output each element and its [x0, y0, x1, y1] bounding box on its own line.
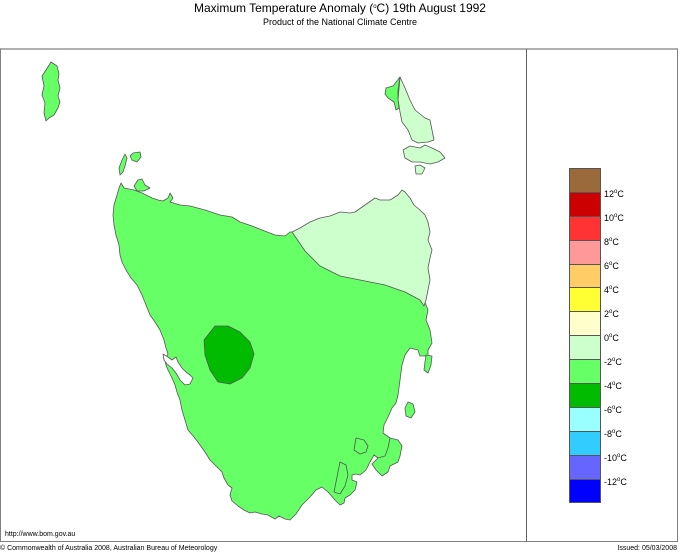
legend-label: -4oC: [604, 381, 622, 391]
color-legend: [569, 168, 601, 504]
legend-label: 2oC: [604, 309, 619, 319]
legend-label: -2oC: [604, 357, 622, 367]
three-hummock-island: [129, 151, 142, 163]
clarke-island: [414, 164, 426, 175]
legend-swatch: [569, 239, 601, 264]
legend-swatch: [569, 335, 601, 360]
legend-label: 12oC: [604, 189, 624, 199]
maria-island: [404, 401, 416, 419]
title-text: Maximum Temperature Anomaly (: [194, 1, 374, 15]
king-island: [41, 61, 61, 122]
flinders-island: [397, 76, 435, 144]
legend-label: 4oC: [604, 285, 619, 295]
legend-label: -6oC: [604, 405, 622, 415]
macquarie-harbour: [162, 353, 194, 386]
map-frame: [0, 48, 678, 542]
bruny-island: [333, 461, 349, 495]
hunter-island: [118, 153, 128, 176]
legend-swatch: [569, 383, 601, 407]
tasman-peninsula: [371, 437, 403, 477]
map-subtitle: Product of the National Climate Centre: [262, 17, 418, 27]
issued-date: Issued: 05/03/2008: [617, 545, 677, 552]
legend-label: 0oC: [604, 333, 619, 343]
legend-swatch: [569, 215, 601, 240]
legend-label: 6oC: [604, 261, 619, 271]
central-west-cold-zone: [203, 325, 255, 385]
legend-label: 8oC: [604, 237, 619, 247]
bom-url-link[interactable]: http://www.bom.gov.au: [5, 531, 76, 538]
cape-barren-island: [402, 144, 446, 165]
legend-swatch: [569, 191, 601, 216]
legend-swatch: [569, 454, 601, 479]
legend-label: 10oC: [604, 213, 624, 223]
legend-label: -12oC: [604, 477, 627, 487]
legend-swatch: [569, 406, 601, 431]
legend-swatch: [569, 168, 601, 192]
robbins-island: [133, 178, 151, 192]
south-east-peninsula: [353, 437, 369, 455]
legend-divider: [526, 49, 527, 541]
legend-swatch: [569, 287, 601, 312]
copyright-text: © Commonwealth of Australia 2008, Austra…: [0, 545, 218, 552]
legend-swatch: [569, 359, 601, 384]
flinders-island-west: [384, 76, 401, 111]
legend-label: -8oC: [604, 429, 622, 439]
schouten-island: [423, 354, 433, 374]
title-date: C) 19th August 1992: [376, 1, 486, 15]
legend-swatch: [569, 478, 601, 504]
legend-swatch: [569, 430, 601, 455]
legend-label: -10oC: [604, 453, 627, 463]
map-title: Maximum Temperature Anomaly (oC) 19th Au…: [0, 0, 680, 15]
north-east-warm-zone: [291, 189, 433, 307]
degree-symbol: o: [373, 4, 377, 10]
legend-swatch: [569, 263, 601, 288]
legend-swatch: [569, 311, 601, 336]
